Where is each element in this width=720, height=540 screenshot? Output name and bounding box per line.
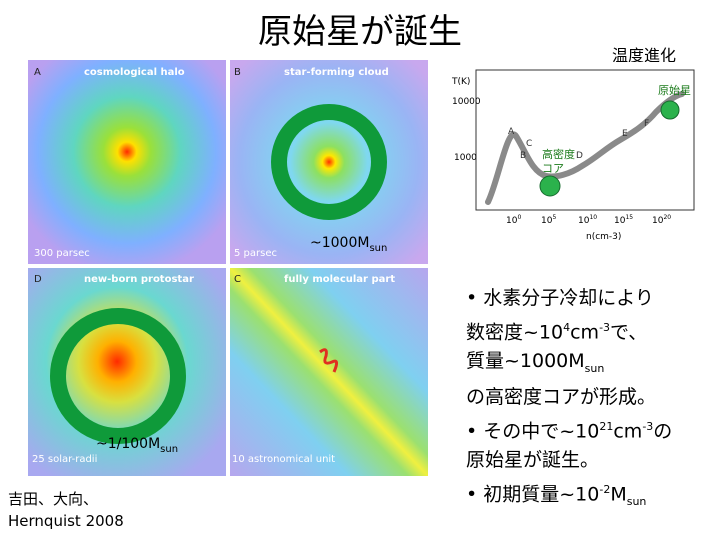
- bullet-line-2: 数密度~104cm-3で、: [466, 321, 648, 344]
- citation-authors: 吉田、大向、: [8, 490, 99, 508]
- core-mass-ring: [271, 104, 387, 220]
- protostar-annotation: 原始星: [658, 83, 691, 97]
- panel-b: B star-forming cloud 5 parsec: [230, 60, 428, 264]
- curve-letter-d: D: [576, 151, 583, 161]
- x-tick-5: 105: [541, 214, 556, 226]
- panel-a: A cosmological halo 300 parsec: [28, 60, 226, 264]
- bullet-line-3: 質量~1000Msun: [466, 350, 605, 376]
- y-tick-10000: 10000: [452, 97, 481, 107]
- x-tick-labels: 100 105 1010 1015 1020: [506, 214, 671, 226]
- protostar-mass-ring: [50, 308, 186, 444]
- panel-c-image: [230, 268, 428, 476]
- citation-reference: Hernquist 2008: [8, 512, 124, 530]
- x-axis-label: n(cm-3): [586, 232, 621, 242]
- simulation-panels: A cosmological halo 300 parsec B star-fo…: [28, 60, 428, 476]
- curve-letter-f: F: [644, 119, 649, 129]
- citation: 吉田、大向、 Hernquist 2008: [8, 488, 124, 532]
- curve-point-letters: A B C D E F: [508, 119, 649, 161]
- temperature-track: [485, 91, 685, 205]
- ring-label-1-100msun: ~1/100Msun: [96, 436, 178, 455]
- temperature-evolution-chart: T(K) 10000 1000 100 105 1010 1015 1020 n…: [446, 62, 720, 252]
- panel-a-letter: A: [34, 67, 41, 78]
- x-tick-15: 1015: [614, 214, 633, 226]
- curve-letter-b: B: [520, 151, 526, 161]
- panel-d: D new-born protostar 25 solar-radii: [28, 268, 226, 476]
- panel-b-image: [230, 60, 428, 264]
- bullet-line-4: の高密度コアが形成。: [466, 386, 657, 409]
- y-tick-1000: 1000: [454, 153, 477, 163]
- panel-c-core-structure: [319, 348, 339, 373]
- panel-b-letter: B: [234, 67, 241, 78]
- core-annotation-line1: 高密度: [542, 147, 575, 161]
- protostar-marker: [660, 100, 680, 120]
- temperature-evolution-label: 温度進化: [612, 46, 677, 65]
- bullet-line-7: • 初期質量~10-2Msun: [466, 483, 647, 509]
- x-tick-0: 100: [506, 214, 521, 226]
- curve-letter-a: A: [508, 127, 515, 137]
- panel-a-scale: 300 parsec: [34, 248, 90, 259]
- panel-c: C fully molecular part 10 astronomical u…: [230, 268, 428, 476]
- y-axis-label: T(K): [451, 77, 470, 87]
- panel-d-name: new-born protostar: [84, 274, 194, 285]
- dense-core-marker: [539, 175, 561, 197]
- curve-letter-c: C: [526, 139, 532, 149]
- ring-label-1000msun: ~1000Msun: [310, 235, 387, 254]
- page-title: 原始星が誕生: [258, 12, 462, 52]
- chart-frame: [475, 69, 695, 211]
- bullet-line-6: 原始星が誕生。: [466, 449, 600, 472]
- bullet-line-1: • 水素分子冷却により: [466, 287, 654, 309]
- panel-c-letter: C: [234, 274, 241, 285]
- x-tick-10: 1010: [578, 214, 597, 226]
- panel-d-letter: D: [34, 274, 42, 285]
- core-annotation-line2: コア: [542, 162, 564, 175]
- bullet-line-5: • その中で~1021cm-3の: [466, 420, 673, 443]
- curve-letter-e: E: [622, 129, 628, 139]
- x-tick-20: 1020: [652, 214, 671, 226]
- panel-c-name: fully molecular part: [284, 274, 395, 285]
- summary-bullets: • 水素分子冷却により 数密度~104cm-3で、 質量~1000Msun の高…: [466, 284, 716, 517]
- panel-b-scale: 5 parsec: [234, 248, 277, 259]
- panel-c-scale: 10 astronomical unit: [232, 454, 335, 465]
- panel-b-name: star-forming cloud: [284, 67, 389, 78]
- panel-a-image: [28, 60, 226, 264]
- panel-d-scale: 25 solar-radii: [32, 454, 97, 465]
- panel-a-name: cosmological halo: [84, 67, 185, 78]
